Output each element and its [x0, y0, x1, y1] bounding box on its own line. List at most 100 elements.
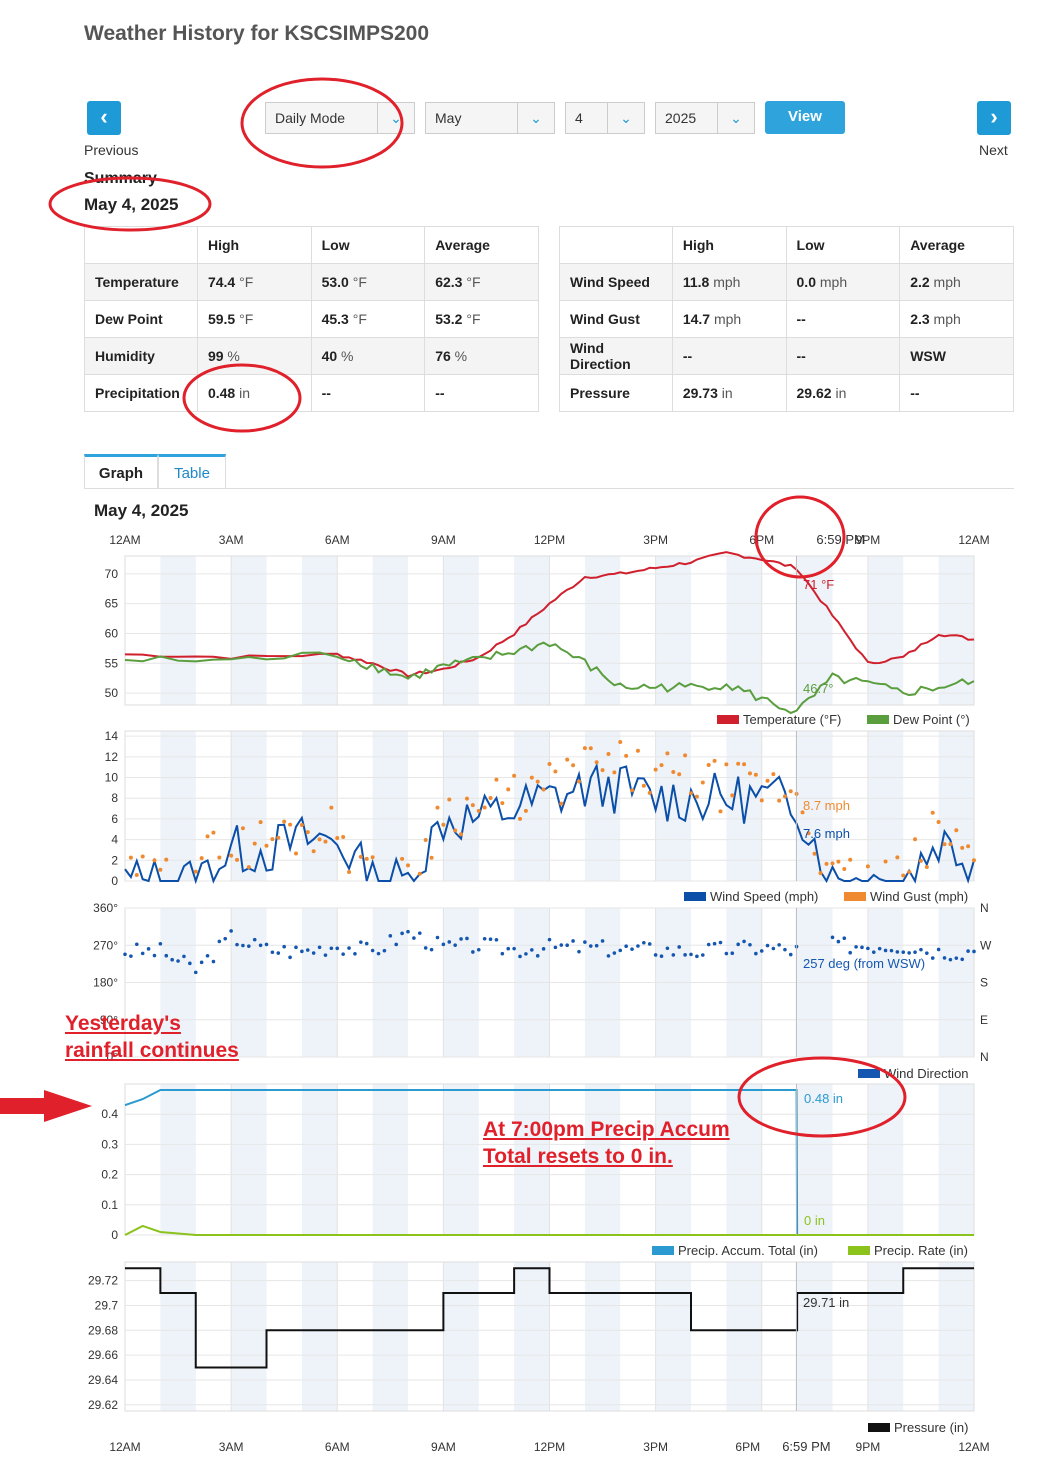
- dew-legend-swatch: [867, 715, 889, 724]
- wind-direction-point: [907, 951, 911, 955]
- cell-avg: 53.2 °F: [424, 300, 539, 338]
- wind-gust-point: [211, 830, 216, 835]
- row-label: Dew Point: [84, 300, 198, 338]
- wind-direction-point: [323, 953, 328, 957]
- year-select[interactable]: 2025 ⌄: [655, 102, 755, 134]
- wind-gust-point: [429, 855, 434, 860]
- hour-band-0: [301, 556, 338, 705]
- time-tick-top: 12AM: [958, 533, 989, 547]
- wind-gust-point: [759, 798, 764, 803]
- wind-direction-point: [541, 947, 546, 951]
- time-tick-bottom: 9PM: [856, 1440, 881, 1454]
- dir-tick-label: 270°: [93, 938, 118, 952]
- wind-gust-point: [907, 870, 912, 875]
- speed-legend-swatch: [684, 892, 706, 901]
- hour-band-3: [372, 1084, 408, 1235]
- cell-avg: 2.2 mph: [899, 263, 1014, 301]
- wind-gust-point: [582, 746, 587, 751]
- hour-band-0: [584, 556, 621, 705]
- wind-direction-point: [394, 942, 399, 947]
- wind-direction-point: [347, 946, 351, 950]
- wind-direction-point: [400, 931, 404, 936]
- hour-band-4: [160, 1262, 196, 1411]
- annotation-ellipse: [48, 176, 212, 232]
- wind-gust-point: [282, 819, 287, 824]
- wind-gust-point: [712, 758, 717, 763]
- wind-direction-point: [642, 940, 646, 945]
- temp-tick-label: 50: [105, 686, 119, 700]
- hour-band-4: [655, 1262, 691, 1411]
- wind-gust-point: [559, 801, 564, 806]
- chevron-down-icon: ⌄: [517, 103, 554, 133]
- wind-gust-point: [966, 844, 971, 849]
- wind-gust-point: [500, 801, 505, 806]
- wind-direction-point: [359, 940, 363, 944]
- wind-gust-point: [229, 853, 234, 858]
- wind-direction-point: [423, 946, 428, 950]
- hour-band-0: [938, 556, 974, 705]
- precip-accum-line: [124, 1089, 974, 1236]
- wind-gust-point: [765, 778, 770, 783]
- mode-select[interactable]: Daily Mode ⌄: [265, 102, 415, 134]
- wind-direction-point: [636, 944, 640, 948]
- dir-compass-label: N: [980, 1050, 989, 1064]
- cursor-time-top: 6:59 PM: [816, 532, 864, 547]
- wind-direction-point: [647, 942, 652, 946]
- wind-direction-point: [783, 947, 787, 952]
- right-header-0: [559, 226, 673, 264]
- wind-direction-point: [188, 961, 192, 966]
- previous-button[interactable]: ‹: [87, 101, 121, 135]
- wind-direction-point: [930, 956, 935, 960]
- wind-direction-point: [524, 952, 528, 956]
- wind-direction-point: [370, 948, 375, 953]
- wind-gust-point: [341, 835, 346, 840]
- view-button[interactable]: View: [765, 101, 845, 134]
- wind-direction-point: [282, 944, 286, 949]
- wind-tick-label: 0: [111, 874, 118, 888]
- tab-table[interactable]: Table: [158, 454, 226, 488]
- chevron-down-icon: ⌄: [717, 103, 754, 133]
- wind-direction-point: [276, 951, 281, 955]
- wind-gust-point: [317, 837, 322, 842]
- cell-high: 11.8 mph: [671, 263, 787, 301]
- wind-gust-point: [659, 763, 664, 768]
- month-select[interactable]: May ⌄: [425, 102, 555, 134]
- wind-direction-point: [482, 936, 487, 941]
- wind-direction-point: [677, 945, 682, 949]
- wind-tick-label: 2: [111, 853, 118, 867]
- cursor-time-bottom: 6:59 PM: [782, 1439, 830, 1454]
- day-select[interactable]: 4 ⌄: [565, 102, 645, 134]
- tab-divider: [84, 488, 1014, 489]
- summary-date: May 4, 2025: [84, 195, 179, 214]
- wind-direction-point: [665, 946, 670, 951]
- wind-gust-point: [777, 798, 782, 803]
- wind-direction-point: [376, 951, 381, 956]
- wind-direction-point: [547, 937, 552, 942]
- time-tick-top: 9AM: [431, 533, 456, 547]
- wind-gust-point: [235, 857, 240, 862]
- wind-gust-point: [630, 788, 635, 793]
- wind-gust-point: [464, 796, 469, 801]
- time-tick-top: 12PM: [534, 533, 565, 547]
- precip-tick-label: 0.1: [101, 1198, 118, 1212]
- tab-graph[interactable]: Graph: [84, 454, 158, 488]
- cell-low: 45.3 °F: [310, 300, 426, 338]
- wind-gust-point: [518, 816, 523, 821]
- wind-direction-point: [353, 951, 357, 956]
- temp-tick-label: 55: [105, 656, 119, 670]
- hour-band-1: [797, 731, 833, 881]
- wind-gust-point: [635, 748, 640, 753]
- next-button[interactable]: ›: [977, 101, 1011, 135]
- hour-band-3: [160, 1084, 196, 1235]
- wind-gust-point: [476, 808, 481, 813]
- wind-direction-point: [412, 936, 416, 940]
- wind-direction-point: [459, 937, 463, 941]
- wind-gust-point: [848, 857, 853, 862]
- wind-gust-point: [800, 810, 805, 815]
- wind-gust-point: [506, 787, 511, 792]
- time-tick-top: 6PM: [749, 533, 774, 547]
- wind-gust-point: [788, 789, 793, 794]
- wind-gust-point: [812, 851, 817, 856]
- wind-direction-point: [417, 931, 422, 935]
